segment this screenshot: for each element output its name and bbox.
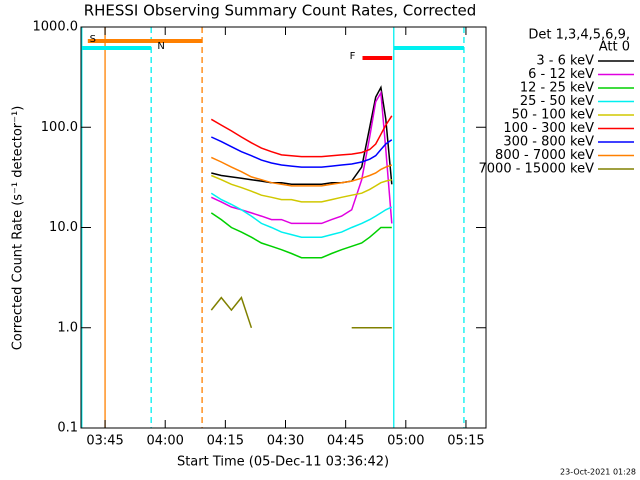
legend-title: Det 1,3,4,5,6,9, (528, 28, 630, 43)
legend-label: 7000 - 15000 keV (479, 162, 595, 177)
x-tick-label: 04:45 (327, 434, 364, 449)
series-line (210, 192, 393, 238)
flag-label: N (157, 41, 164, 52)
legend-label: 300 - 800 keV (503, 135, 594, 150)
legend-label: 12 - 25 keV (520, 81, 594, 96)
legend-label: 50 - 100 keV (512, 108, 595, 123)
footer: 23-Oct-2021 01:28 (560, 468, 636, 477)
flag-label: F (350, 51, 356, 62)
legend-label: 25 - 50 keV (520, 94, 594, 109)
series-line (210, 90, 393, 225)
series-line (210, 156, 393, 187)
legend-title: Att 0 (599, 40, 630, 55)
x-axis-label: Start Time (05-Dec-11 03:36:42) (177, 455, 389, 470)
series-line (210, 212, 392, 259)
flag-label: S (90, 34, 96, 45)
series-line (210, 115, 393, 158)
legend-label: 6 - 12 keV (528, 67, 594, 82)
legend-label: 3 - 6 keV (536, 54, 594, 69)
legend-label: 800 - 7000 keV (495, 148, 594, 163)
series-line (211, 85, 393, 186)
x-tick-label: 05:15 (447, 434, 484, 449)
x-tick-label: 04:15 (207, 434, 244, 449)
y-tick-label: 100.0 (41, 120, 78, 135)
chart-title: RHESSI Observing Summary Count Rates, Co… (84, 2, 477, 20)
y-tick-label: 10.0 (49, 220, 78, 235)
x-tick-label: 04:30 (267, 434, 304, 449)
legend-label: 100 - 300 keV (503, 121, 594, 136)
series-line (211, 174, 392, 203)
series-line (210, 136, 393, 168)
series-line (210, 296, 392, 329)
y-tick-label: 1.0 (57, 320, 78, 335)
x-tick-label: 05:00 (387, 434, 424, 449)
x-tick-label: 03:45 (86, 434, 123, 449)
x-tick-label: 04:00 (146, 434, 183, 449)
y-tick-label: 0.1 (57, 421, 78, 436)
y-axis-label: Corrected Count Rate (s⁻¹ detector⁻¹) (11, 106, 26, 351)
y-tick-label: 1000.0 (33, 20, 79, 35)
